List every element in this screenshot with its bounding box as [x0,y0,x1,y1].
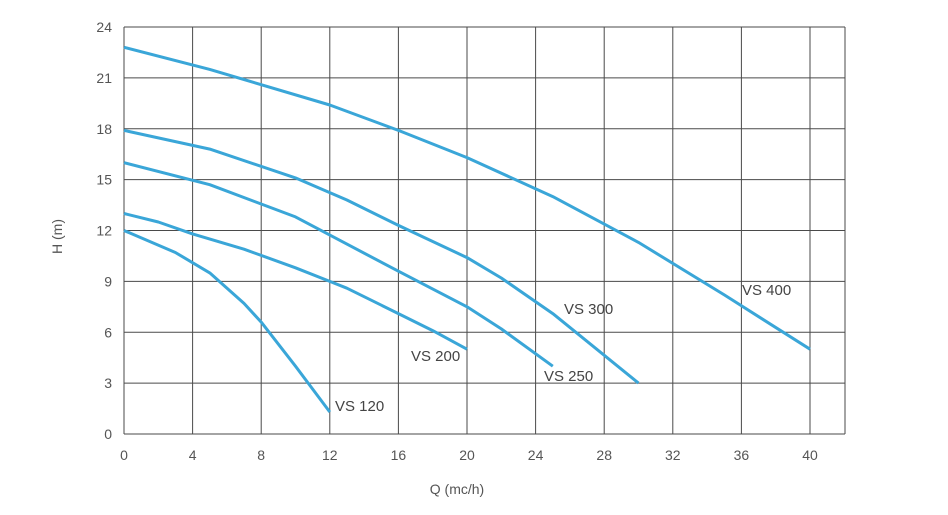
series-label-vs-400: VS 400 [742,282,791,299]
series-line-vs-200 [123,212,468,351]
x-tick-label: 32 [665,447,681,463]
x-tick-label: 16 [391,447,407,463]
series-label-vs-120: VS 120 [335,398,384,415]
x-tick-label: 8 [257,447,265,463]
y-tick-label: 3 [104,375,112,391]
series-label-vs-250: VS 250 [544,368,593,385]
series-label-vs-300: VS 300 [564,301,613,318]
y-tick-label: 6 [104,324,112,340]
x-tick-label: 28 [596,447,612,463]
y-tick-label: 18 [96,121,112,137]
x-axis-title: Q (mc/h) [430,481,484,497]
series-label-vs-200: VS 200 [411,348,460,365]
series-curves [123,45,811,413]
y-tick-label: 15 [96,172,112,188]
series-labels: VS 120 VS 200 VS 250 VS 300 VS 400 [335,282,791,415]
x-tick-label: 36 [734,447,750,463]
series-line-vs-400 [123,45,811,351]
x-tick-label: 0 [120,447,128,463]
x-tick-label: 20 [459,447,475,463]
series-line-vs-120 [123,229,332,413]
x-tick-label: 12 [322,447,338,463]
y-tick-label: 24 [96,19,112,35]
y-tick-label: 21 [96,70,112,86]
y-tick-label: 0 [104,426,112,442]
x-tick-label: 24 [528,447,544,463]
x-tick-label: 4 [189,447,197,463]
x-tick-label: 40 [802,447,818,463]
y-axis-title: H (m) [49,219,65,254]
y-tick-label: 9 [104,273,112,289]
y-tick-labels: 0 3 6 9 12 15 18 21 24 [96,19,112,442]
grid [123,26,846,435]
y-tick-label: 12 [96,223,112,239]
series-line-vs-300 [123,128,640,385]
x-tick-labels: 0 4 8 12 16 20 24 28 32 36 40 [120,447,818,463]
series-line-vs-250 [123,161,554,368]
